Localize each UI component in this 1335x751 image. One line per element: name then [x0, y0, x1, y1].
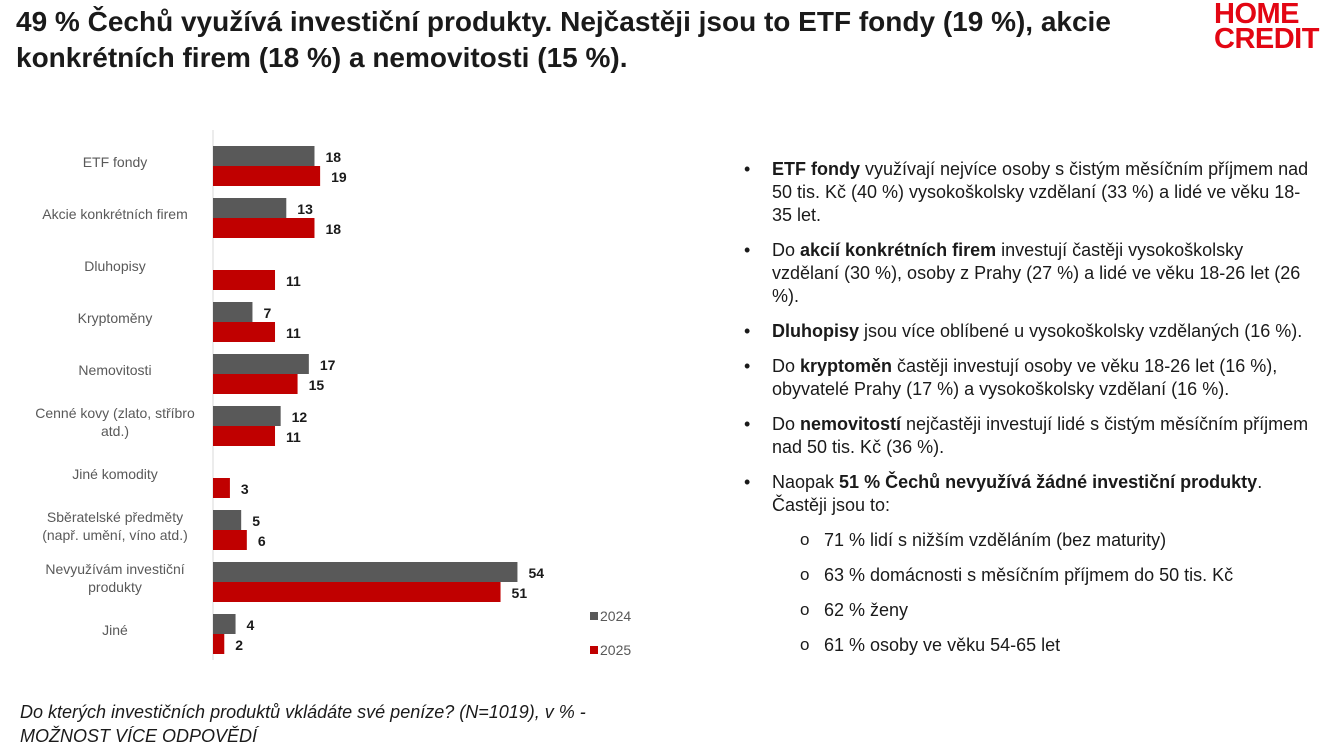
data-label-2025: 11	[286, 273, 301, 289]
category-label: ETF fondy	[83, 154, 148, 170]
sub-item: 61 % osoby ve věku 54-65 let	[772, 633, 1310, 657]
category-label: Jiné	[102, 622, 128, 638]
finding-bonds-text: jsou více oblíbené u vysokoškolsky vzděl…	[859, 321, 1303, 341]
category-label-line: Jiné	[102, 622, 128, 638]
category-label: Dluhopisy	[84, 258, 145, 274]
category-label-line: Nevyužívám investiční	[45, 561, 184, 577]
finding-etf: ETF fondy využívají nejvíce osoby s čist…	[740, 158, 1310, 227]
finding-etf-bold: ETF fondy	[772, 159, 860, 179]
finding-realestate-bold: nemovitostí	[800, 414, 902, 434]
category-label-line: Kryptoměny	[78, 310, 153, 326]
findings-list: ETF fondy využívají nejvíce osoby s čist…	[740, 158, 1310, 669]
category-label: Nevyužívám investiční produkty	[45, 561, 184, 595]
category-label: Cenné kovy (zlato, stříbro atd.)	[35, 405, 195, 439]
category-label-line: ETF fondy	[83, 154, 148, 170]
category-label: Kryptoměny	[78, 310, 153, 326]
legend-label-2025: 2025	[600, 642, 631, 658]
logo-line-2: CREDIT	[1214, 23, 1319, 55]
logo-line-1: HOME	[1214, 0, 1300, 30]
bar-2025	[213, 374, 298, 394]
data-label-2025: 3	[241, 481, 249, 497]
finding-crypto-pre: Do	[772, 356, 801, 376]
data-label-2024: 54	[528, 565, 544, 581]
bar-2025	[213, 426, 276, 446]
category-label-line: produkty	[88, 579, 142, 595]
category-label-line: Nemovitosti	[78, 362, 151, 378]
bar-chart: ETF fondy 18 19 Akcie konkrétních firem 13 18…	[35, 130, 631, 660]
finding-bonds-bold: Dluhopisy	[772, 321, 860, 341]
data-label-2025: 51	[512, 585, 528, 601]
finding-realestate-text: nejčastěji investují lidé s čistým měsíč…	[772, 414, 1309, 457]
finding-stocks-text: investují častěji vysokoškolsky vzdělaní…	[772, 240, 1301, 306]
bar-2024	[213, 354, 309, 374]
bar-2024	[213, 146, 315, 166]
bar-2024	[213, 510, 242, 530]
data-label-2025: 11	[286, 325, 301, 341]
category-label: Jiné komodity	[72, 466, 158, 482]
category-label-line: Jiné komodity	[72, 466, 158, 482]
legend-label-2024: 2024	[600, 608, 631, 624]
bar-2025	[213, 634, 225, 654]
bar-2025	[213, 322, 276, 342]
finding-realestate: Do nemovitostí nejčastěji investují lidé…	[740, 413, 1310, 459]
non-investors-sublist: 71 % lidí s nižším vzděláním (bez maturi…	[772, 528, 1310, 657]
data-label-2025: 2	[235, 637, 243, 653]
bar-2024	[213, 406, 281, 426]
data-label-2025: 6	[258, 533, 266, 549]
bar-2024	[213, 302, 253, 322]
data-label-2024: 7	[263, 305, 271, 321]
finding-crypto: Do kryptoměn častěji investují osoby ve …	[740, 355, 1310, 401]
legend-swatch-2024	[590, 612, 598, 620]
data-label-2025: 11	[286, 429, 301, 445]
sub-item: 71 % lidí s nižším vzděláním (bez maturi…	[772, 528, 1310, 552]
bar-2024	[213, 562, 518, 582]
data-label-2024: 4	[247, 617, 255, 633]
bar-2025	[213, 478, 230, 498]
finding-non-investors-text: . Častěji jsou to:	[772, 472, 1263, 515]
category-label: Nemovitosti	[78, 362, 151, 378]
bar-2024	[213, 614, 236, 634]
data-label-2024: 18	[325, 149, 341, 165]
data-label-2024: 12	[292, 409, 308, 425]
category-label-line: Sběratelské předměty	[47, 509, 183, 525]
finding-crypto-text: častěji investují osoby ve věku 18-26 le…	[772, 356, 1278, 399]
finding-stocks: Do akcií konkrétních firem investují čas…	[740, 239, 1310, 308]
finding-non-investors: Naopak 51 % Čechů nevyužívá žádné invest…	[740, 471, 1310, 657]
data-label-2025: 18	[325, 221, 341, 237]
finding-stocks-bold: akcií konkrétních firem	[800, 240, 997, 260]
survey-question-footnote: Do kterých investičních produktů vkládát…	[20, 700, 720, 748]
category-label-line: Dluhopisy	[84, 258, 145, 274]
data-label-2025: 15	[309, 377, 325, 393]
category-label-line: Akcie konkrétních firem	[42, 206, 188, 222]
data-label-2024: 13	[297, 201, 313, 217]
slide-title: 49 % Čechů využívá investiční produkty. …	[16, 6, 1111, 73]
category-label: Sběratelské předměty (např. umění, víno a…	[42, 509, 188, 543]
finding-crypto-bold: kryptoměn	[800, 356, 893, 376]
home-credit-logo: HOME CREDIT	[1214, 0, 1332, 55]
category-label-line: (např. umění, víno atd.)	[42, 527, 188, 543]
bar-2024	[213, 198, 287, 218]
bar-2025	[213, 270, 276, 290]
sub-item: 63 % domácnosti s měsíčním příjmem do 50…	[772, 563, 1310, 587]
finding-realestate-pre: Do	[772, 414, 801, 434]
data-label-2024: 17	[320, 357, 336, 373]
bar-2025	[213, 166, 321, 186]
data-label-2024: 5	[252, 513, 260, 529]
footnote-line-2: MOŽNOST VÍCE ODPOVĚDÍ	[20, 726, 258, 746]
category-label-line: Cenné kovy (zlato, stříbro	[35, 405, 195, 421]
finding-bonds: Dluhopisy jsou více oblíbené u vysokoško…	[740, 320, 1310, 343]
category-label-line: atd.)	[101, 423, 129, 439]
category-label: Akcie konkrétních firem	[42, 206, 188, 222]
legend-swatch-2025	[590, 646, 598, 654]
bar-2025	[213, 582, 501, 602]
finding-etf-text: využívají nejvíce osoby s čistým měsíční…	[772, 159, 1309, 225]
finding-non-investors-pre: Naopak	[772, 472, 840, 492]
footnote-line-1: Do kterých investičních produktů vkládát…	[20, 702, 586, 722]
data-label-2025: 19	[331, 169, 347, 185]
bar-2025	[213, 530, 247, 550]
finding-non-investors-bold: 51 % Čechů nevyužívá žádné investiční pr…	[839, 472, 1258, 492]
finding-stocks-pre: Do	[772, 240, 801, 260]
sub-item: 62 % ženy	[772, 598, 1310, 622]
bar-2025	[213, 218, 315, 238]
